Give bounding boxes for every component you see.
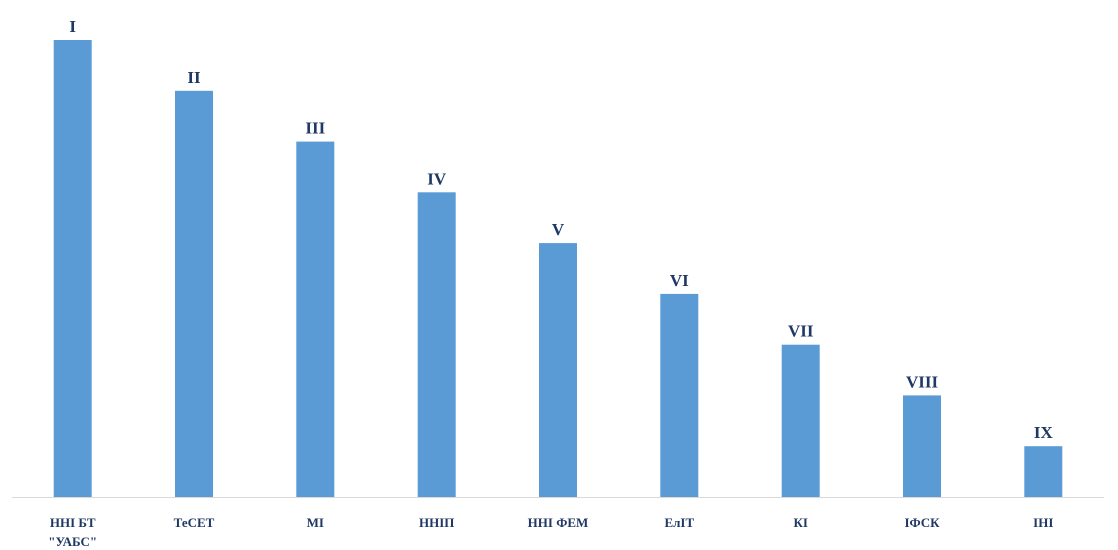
data-label-2: II — [187, 68, 201, 87]
data-label-7: VII — [788, 322, 814, 341]
bars-group — [53, 40, 1063, 498]
data-label-4: IV — [427, 169, 447, 188]
category-label-9: ІНІ — [1033, 515, 1053, 530]
bar-4 — [417, 192, 456, 498]
category-label-3: МІ — [307, 515, 324, 530]
category-label-2: ТеСЕТ — [174, 515, 215, 530]
bar-9 — [1024, 446, 1063, 497]
data-label-6: VI — [670, 271, 689, 290]
data-label-8: VIII — [906, 372, 939, 391]
category-label-7: КІ — [793, 515, 808, 530]
bar-3 — [296, 141, 335, 497]
data-label-5: V — [552, 220, 565, 239]
bar-7 — [781, 344, 820, 497]
category-label-6: ЕлІТ — [664, 515, 694, 530]
data-label-9: IX — [1034, 423, 1054, 442]
data-label-1: I — [69, 17, 76, 36]
category-label-1-line-1: ННІ БТ — [50, 515, 96, 530]
category-label-5: ННІ ФЕМ — [528, 515, 589, 530]
data-label-3: III — [305, 119, 325, 138]
category-labels-group: ННІ БТ "УАБС" ТеСЕТ МІ ННІП ННІ ФЕМ ЕлІТ КІ ІФСК… — [48, 515, 1053, 549]
category-label-1-line-2: "УАБС" — [48, 534, 97, 549]
category-label-8: ІФСК — [904, 515, 940, 530]
bar-1 — [53, 40, 92, 497]
bar-6 — [660, 293, 699, 497]
bar-2 — [175, 90, 213, 498]
bar-8 — [903, 395, 941, 497]
bar-5 — [539, 243, 577, 497]
category-label-4: ННІП — [419, 515, 454, 530]
